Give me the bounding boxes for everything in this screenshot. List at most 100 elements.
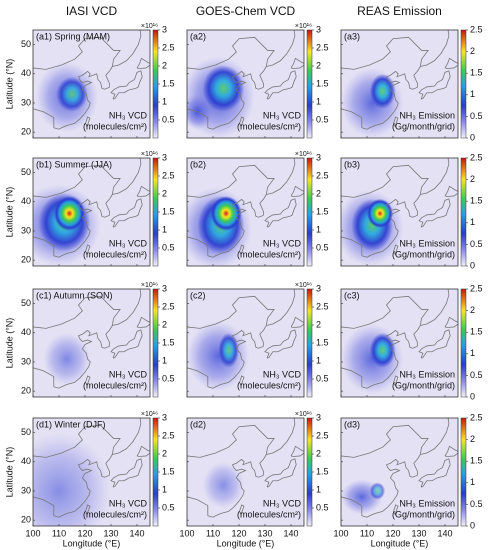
concentration-field (367, 198, 393, 229)
unit-label: NH₃ VCD (109, 498, 148, 508)
panel-label: (b1) Summer (JJA) (36, 159, 112, 169)
map (33, 158, 150, 266)
map-frame (340, 29, 459, 139)
coastline (341, 295, 429, 329)
coastline (187, 496, 209, 516)
coastline (393, 375, 399, 387)
coastline (341, 36, 429, 70)
coastline (187, 164, 275, 198)
unit-label: NH₃ VCD (109, 238, 148, 248)
coastline (341, 424, 429, 458)
x-tick-label: 100 (179, 528, 194, 538)
colorbar-tick-label: 0.5 (316, 114, 329, 124)
coastline (110, 198, 143, 228)
coastline (418, 70, 451, 100)
colorbar-tick-label: 1.5 (316, 206, 329, 216)
colorbar-tick-label: 2.5 (470, 412, 483, 422)
x-tick-label: 130 (411, 528, 426, 538)
colorbar-tick-label: 1 (316, 484, 321, 494)
coastline (187, 108, 209, 128)
colorbar (460, 157, 467, 267)
coastline (418, 458, 451, 488)
colorbar-tick-label: 2 (316, 188, 321, 198)
coastline (264, 198, 297, 228)
column-title: GOES-Chem VCD (196, 4, 296, 18)
coastline (33, 164, 121, 198)
colorbar-tick-label: 2.5 (316, 430, 329, 440)
coastline (207, 418, 296, 518)
map-frame (32, 29, 151, 139)
colorbar-tick-label: 1.5 (162, 206, 175, 216)
unit-label: (Gg/month/grid) (392, 380, 455, 390)
coastline (393, 116, 399, 128)
colorbar-tick-label: 1.5 (470, 327, 483, 337)
map (187, 418, 304, 526)
y-tick-label: 40 (21, 196, 31, 206)
colorbar-tick-label: 1.5 (162, 78, 175, 88)
coastline (33, 36, 121, 70)
x-tick-label: 120 (231, 528, 246, 538)
colorbar-tick-label: 1 (162, 355, 167, 365)
colorbar-tick-label: 2.5 (162, 170, 175, 180)
coastline (187, 367, 209, 387)
coastline (264, 458, 297, 488)
colorbar-tick-label: 2.5 (470, 283, 483, 293)
x-axis-label: Longitude (°E) (217, 538, 275, 548)
panel-label: (d2) (190, 419, 206, 429)
colorbar-tick-label: 3 (162, 283, 167, 293)
coastline (207, 289, 296, 389)
colorbar-tick-label: 3 (316, 412, 321, 422)
map (187, 30, 304, 138)
coastline (444, 316, 458, 328)
x-tick-label: 140 (129, 528, 144, 538)
colorbar-tick-label: 1 (316, 355, 321, 365)
coastline (136, 57, 150, 69)
concentration-field (369, 73, 396, 109)
colorbar-tick-label: 3 (316, 24, 321, 34)
colorbar-tick-label: 2 (316, 60, 321, 70)
coastline (33, 424, 121, 458)
coastline (418, 198, 451, 228)
coastline (239, 244, 245, 256)
coastline (207, 30, 296, 130)
coastline (361, 30, 450, 130)
colorbar-multiplier: ×10¹⁶ (295, 411, 312, 418)
colorbar-tick-label: 1.5 (470, 196, 483, 206)
panel-label: (d1) Winter (DJF) (36, 419, 106, 429)
map-frame (340, 288, 459, 398)
colorbar-multiplier: ×10¹⁶ (295, 23, 312, 30)
colorbar-tick-label: 2 (162, 188, 167, 198)
coastline (361, 289, 450, 389)
colorbar-tick-label: 0 (470, 260, 475, 270)
colorbar-tick-label: 0.5 (162, 114, 175, 124)
concentration-field (187, 94, 213, 130)
coastline (444, 57, 458, 69)
colorbar-tick-label: 1.5 (162, 466, 175, 476)
y-axis-label: Latitude (°N) (4, 447, 14, 498)
panel-label: (a2) (190, 31, 206, 41)
unit-label: (molecules/cm²) (237, 380, 301, 390)
unit-label: (molecules/cm²) (237, 249, 301, 259)
colorbar-tick-label: 2.5 (316, 301, 329, 311)
coastline (136, 185, 150, 197)
coastline (187, 236, 209, 256)
coastline (290, 57, 304, 69)
y-tick-label: 40 (21, 327, 31, 337)
coastline (239, 116, 245, 128)
colorbar-tick-label: 1 (162, 224, 167, 234)
concentration-field (369, 482, 386, 500)
unit-label: NH₃ Emission (399, 498, 455, 508)
coastline (341, 164, 429, 198)
unit-label: (Gg/month/grid) (392, 121, 455, 131)
colorbar (152, 29, 159, 139)
panel-label: (c2) (190, 290, 206, 300)
colorbar (306, 417, 313, 527)
colorbar-tick-label: 0.5 (316, 502, 329, 512)
colorbar-tick-label: 1 (162, 96, 167, 106)
y-axis-label: Latitude (°N) (4, 59, 14, 110)
map (33, 289, 150, 397)
colorbar (306, 288, 313, 398)
colorbar-tick-label: 2.5 (470, 24, 483, 34)
coastline (239, 504, 245, 516)
